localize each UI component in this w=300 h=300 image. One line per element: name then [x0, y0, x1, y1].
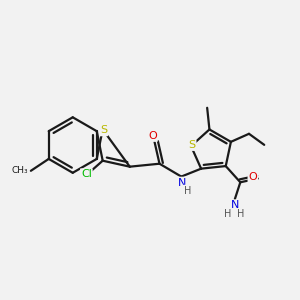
Text: O: O: [148, 131, 157, 141]
Text: CH₃: CH₃: [11, 166, 28, 175]
Text: S: S: [188, 140, 196, 150]
Text: H: H: [237, 209, 244, 219]
Text: Cl: Cl: [81, 169, 92, 179]
Text: S: S: [100, 125, 107, 135]
Text: H: H: [184, 185, 191, 196]
Text: N: N: [231, 200, 239, 210]
Text: O: O: [248, 172, 257, 182]
Text: N: N: [178, 178, 187, 188]
Text: H: H: [224, 209, 232, 219]
